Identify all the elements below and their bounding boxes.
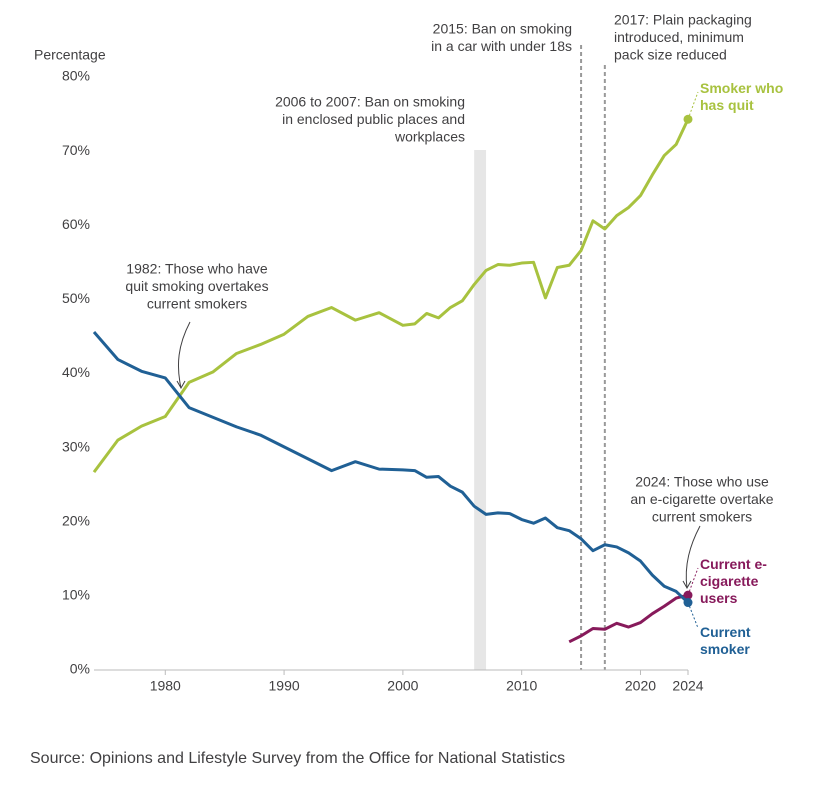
annotation: quit smoking overtakes: [125, 278, 268, 294]
arrow-head: [176, 380, 186, 390]
annotation: an e-cigarette overtake: [630, 491, 773, 507]
label-leader: [687, 91, 699, 120]
band-label: workplaces: [394, 129, 465, 145]
y-tick-label: 30%: [62, 438, 90, 454]
y-tick-label: 20%: [62, 512, 90, 528]
x-tick-label: 2010: [506, 678, 537, 694]
series-label: Current e-cigarette users: [700, 556, 767, 606]
policy-label: in a car with under 18s: [431, 38, 572, 54]
x-tick-label: 2000: [387, 678, 418, 694]
series-label: Smoker who has quit: [700, 80, 784, 113]
annotation-arrow: [685, 525, 701, 589]
y-tick-label: 40%: [62, 364, 90, 380]
annotation: current smokers: [652, 509, 752, 525]
annotation: current smokers: [147, 296, 247, 312]
x-tick-label: 1980: [150, 678, 181, 694]
series-label: Current smoker: [700, 624, 751, 657]
y-tick-label: 70%: [62, 142, 90, 158]
label-leader: [687, 602, 699, 629]
policy-label: introduced, minimum: [614, 29, 744, 45]
x-tick-label: 2020: [625, 678, 656, 694]
policy-label: 2017: Plain packaging: [614, 12, 752, 28]
y-tick-label: 60%: [62, 216, 90, 232]
annotation: 2024: Those who use: [635, 474, 769, 490]
x-tick-label: 2024: [672, 678, 703, 694]
x-tick-label: 1990: [269, 678, 300, 694]
y-tick-label: 10%: [62, 587, 90, 603]
y-axis-label: Percentage: [34, 47, 106, 63]
annotation-arrow: [177, 321, 191, 389]
label-leader: [687, 567, 699, 596]
source: Source: Opinions and Lifestyle Survey fr…: [30, 750, 566, 767]
y-tick-label: 0%: [70, 661, 90, 677]
policy-label: pack size reduced: [614, 47, 727, 63]
policy-label: 2015: Ban on smoking: [433, 21, 572, 37]
arrow-head: [682, 580, 692, 590]
policy-band: [474, 150, 487, 670]
y-tick-label: 50%: [62, 290, 90, 306]
annotation: 1982: Those who have: [126, 261, 268, 277]
band-label: in enclosed public places and: [282, 111, 465, 127]
band-label: 2006 to 2007: Ban on smoking: [275, 94, 465, 110]
y-tick-label: 80%: [62, 68, 90, 84]
series-line: [568, 593, 689, 644]
series-line: [92, 331, 690, 604]
series-line: [92, 118, 690, 473]
